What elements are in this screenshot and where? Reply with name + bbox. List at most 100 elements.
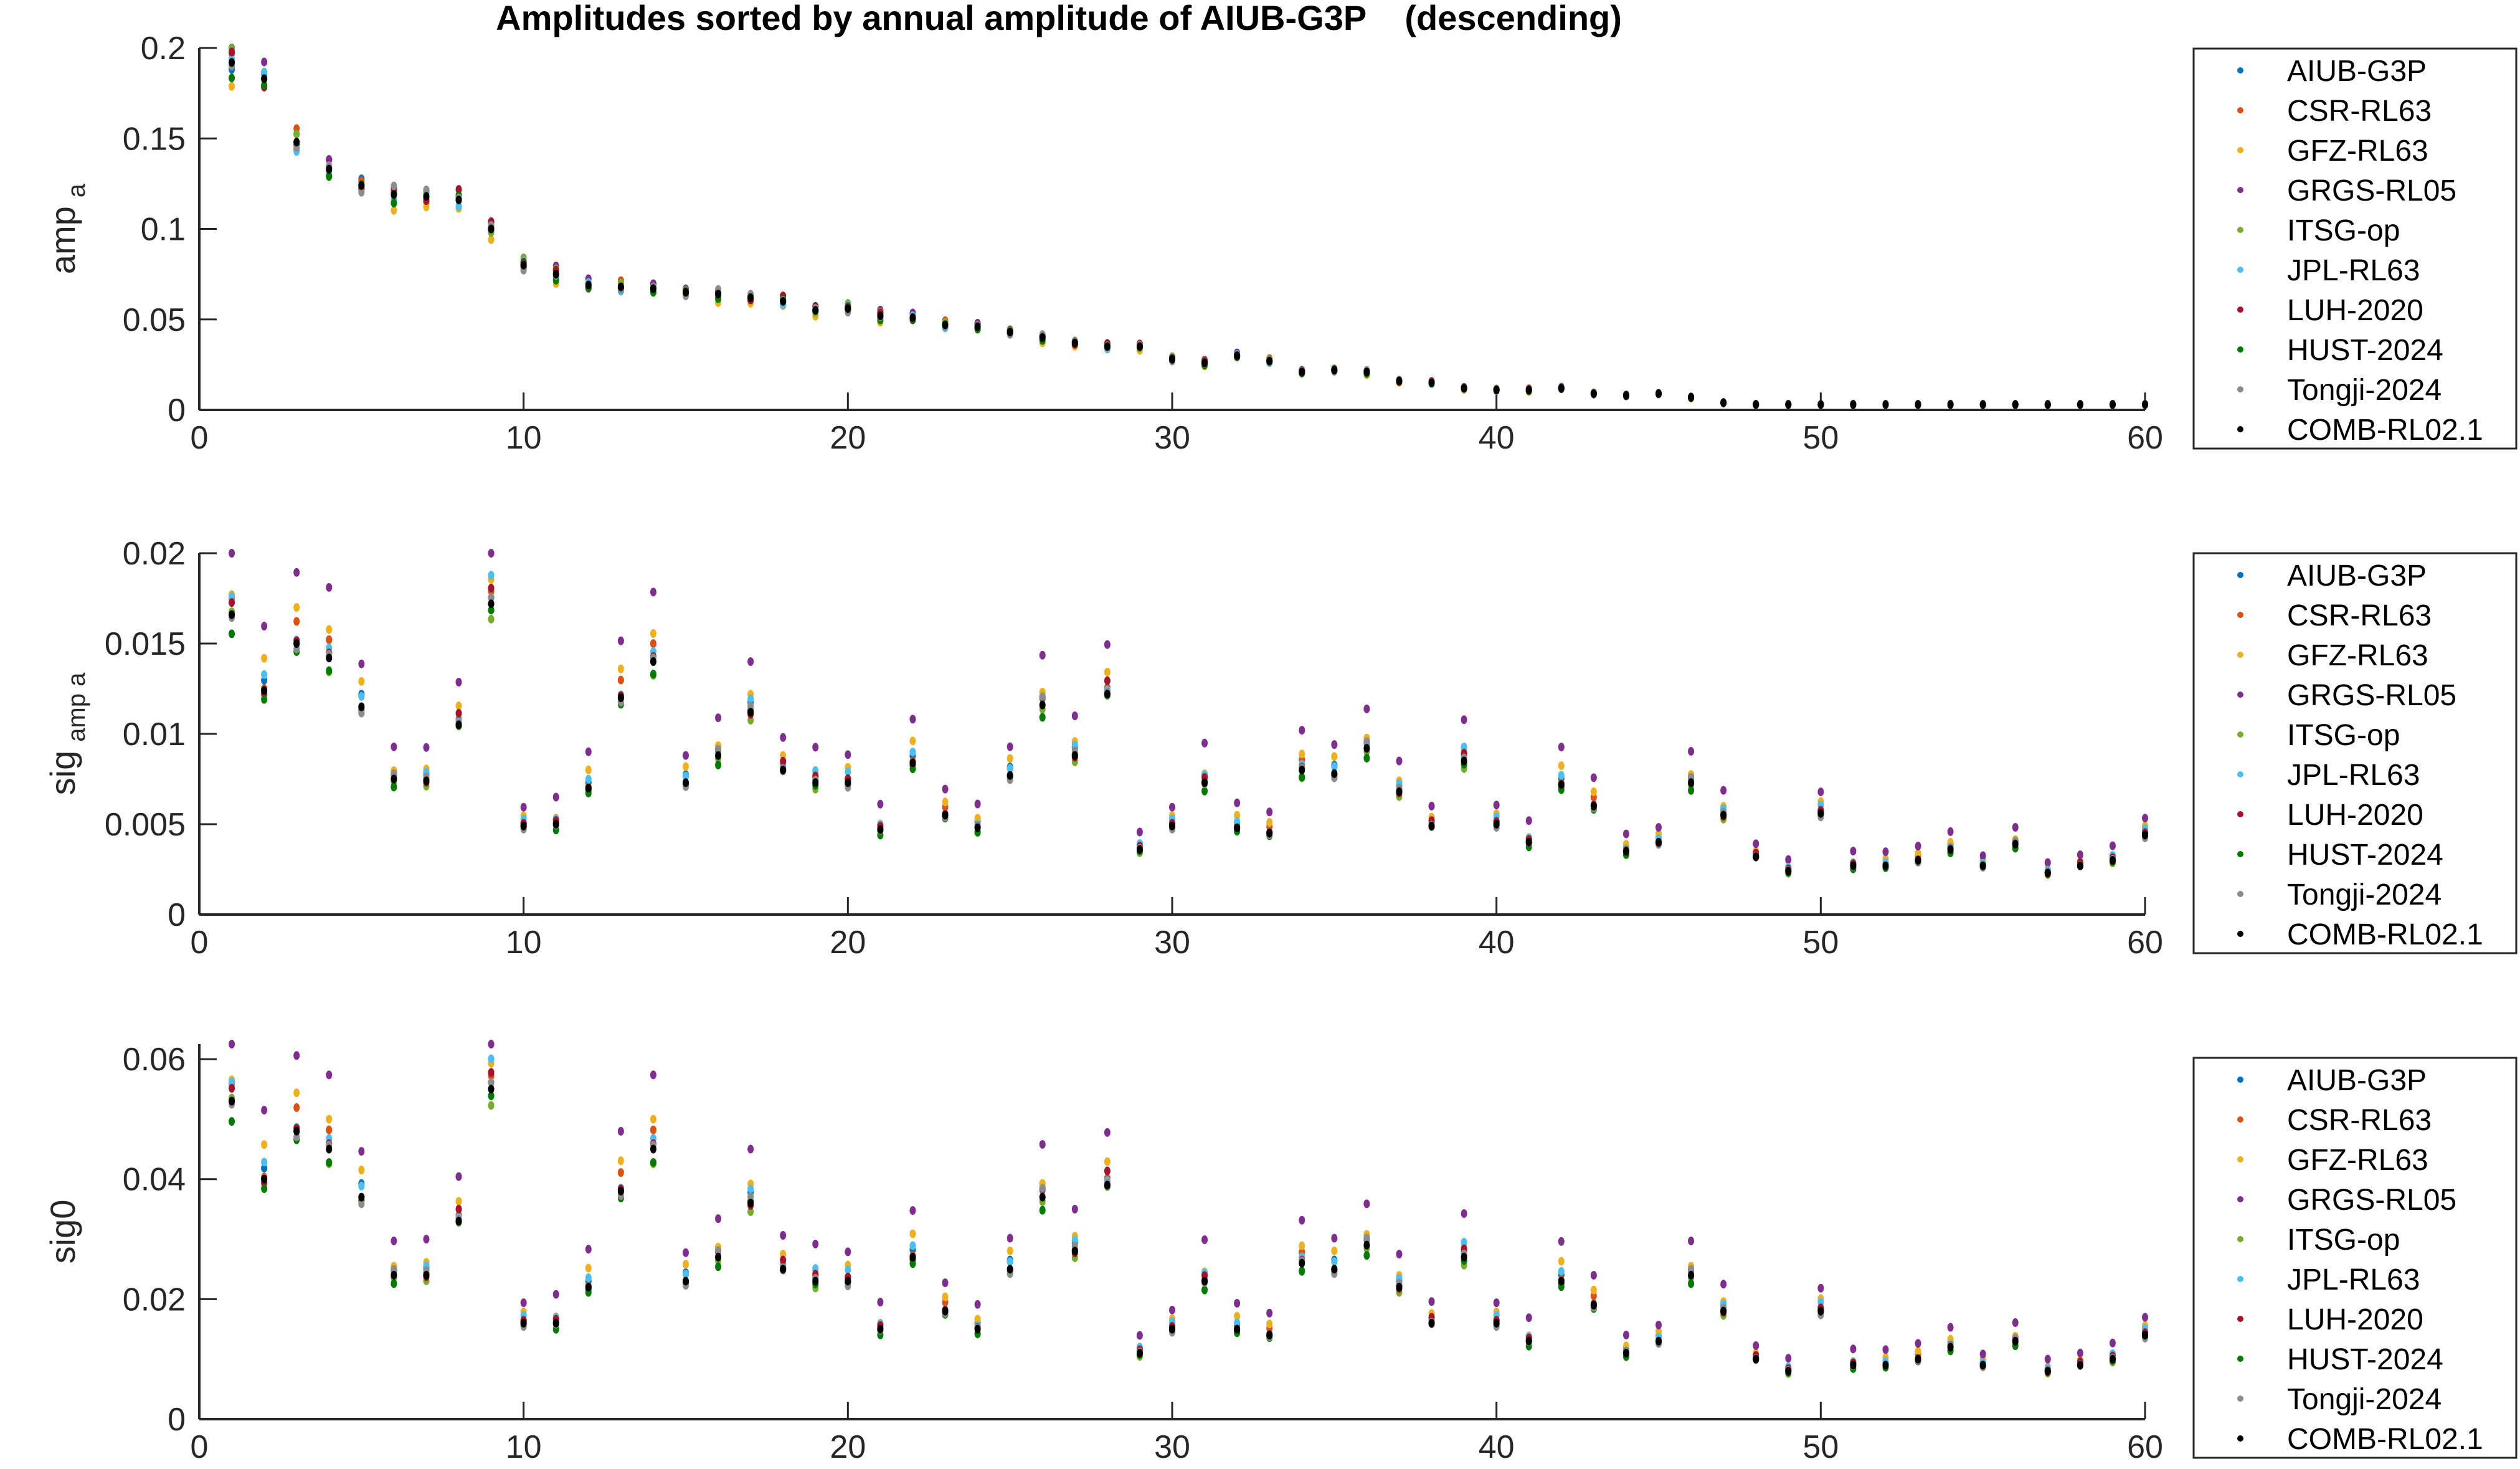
data-point: [326, 164, 333, 174]
data-point: [1525, 838, 1532, 847]
data-point: [1299, 1215, 1305, 1225]
data-point: [391, 774, 397, 784]
data-point: [488, 606, 495, 615]
legend-marker: [2237, 1156, 2243, 1162]
data-point: [650, 1115, 656, 1124]
data-point: [942, 784, 949, 794]
data-point: [1104, 676, 1111, 685]
data-point: [391, 190, 397, 199]
data-point: [1882, 861, 1889, 870]
data-point: [1396, 376, 1403, 386]
data-point: [1299, 1266, 1305, 1275]
data-point: [974, 799, 981, 809]
data-point: [1428, 1318, 1435, 1328]
data-point: [1882, 847, 1889, 857]
data-point: [423, 1270, 430, 1280]
legend-box: [2192, 552, 2518, 954]
data-point: [1104, 1128, 1111, 1137]
data-point: [877, 799, 884, 809]
y-axis-label-main: amp: [43, 206, 82, 274]
legend-marker: [2237, 731, 2243, 738]
data-point: [715, 760, 722, 769]
data-point: [229, 598, 235, 607]
data-point: [1493, 1298, 1500, 1308]
data-point: [617, 693, 624, 702]
legend-label: LUH-2020: [2287, 294, 2423, 327]
data-point: [488, 1101, 495, 1110]
data-point: [423, 202, 430, 212]
legend-label: JPL-RL63: [2287, 759, 2420, 792]
data-point: [650, 1070, 656, 1080]
series-grgs-rl05: [229, 1040, 2148, 1364]
data-point: [1104, 1181, 1111, 1190]
data-point: [1266, 356, 1273, 366]
data-point: [358, 702, 365, 711]
data-point: [455, 1172, 462, 1181]
legend-item: GFZ-RL63: [2237, 1144, 2428, 1177]
legend-marker: [2237, 851, 2243, 857]
data-point: [488, 1078, 495, 1087]
data-point: [747, 701, 754, 711]
x-tick-label: 30: [1154, 1429, 1190, 1465]
y-axis-label: sig0: [43, 1200, 82, 1264]
data-point: [974, 823, 981, 832]
data-point: [1493, 801, 1500, 810]
legend-marker: [2237, 1196, 2243, 1202]
data-point: [1656, 1320, 1662, 1329]
data-point: [1785, 1354, 1792, 1363]
data-point: [1622, 847, 1629, 856]
data-point: [1071, 751, 1078, 760]
data-point: [1234, 351, 1241, 360]
data-point: [1720, 1280, 1727, 1289]
data-point: [1201, 786, 1208, 796]
data-point: [715, 713, 722, 723]
legend-marker: [2237, 147, 2243, 153]
legend-marker: [2237, 1077, 2243, 1083]
data-point: [1299, 773, 1305, 782]
data-point: [845, 778, 851, 787]
data-point: [747, 694, 754, 703]
series-gfz-rl63: [229, 575, 2148, 874]
y-axis-label: sig amp a: [43, 672, 90, 796]
data-point: [358, 1147, 365, 1156]
legend-item: GRGS-RL05: [2237, 679, 2456, 712]
data-point: [326, 625, 333, 634]
data-point: [812, 306, 819, 315]
legend-label: LUH-2020: [2287, 1303, 2423, 1336]
data-point: [877, 1324, 884, 1334]
data-point: [1136, 827, 1143, 837]
data-point: [1817, 400, 1824, 409]
data-point: [293, 138, 300, 147]
data-point: [1979, 851, 1986, 860]
data-point: [683, 1248, 689, 1257]
y-tick-label: 0.04: [123, 1162, 186, 1198]
data-point: [942, 797, 949, 807]
data-point: [1071, 338, 1078, 348]
data-point: [974, 1324, 981, 1334]
legend-item: HUST-2024: [2237, 1343, 2443, 1376]
data-point: [229, 610, 235, 619]
data-point: [2044, 400, 2051, 409]
series-csr-rl63: [229, 1072, 2148, 1376]
data-point: [455, 677, 462, 687]
data-point: [1136, 342, 1143, 351]
legend-box: [2192, 47, 2518, 450]
data-point: [1590, 1270, 1597, 1280]
data-point: [423, 776, 430, 786]
data-point: [909, 1206, 916, 1215]
legend-item: CSR-RL63: [2237, 599, 2432, 632]
legend-marker: [2237, 1236, 2243, 1242]
x-tick-label: 60: [2127, 1429, 2163, 1465]
data-point: [780, 766, 787, 774]
series-hust-2024: [229, 74, 2148, 409]
y-axis-label-subscript: a: [63, 183, 90, 197]
data-point: [261, 622, 268, 631]
data-point: [229, 549, 235, 558]
data-point: [715, 1252, 722, 1262]
data-point: [942, 811, 949, 820]
legend-item: GRGS-RL05: [2237, 1184, 2456, 1217]
data-point: [1363, 1199, 1370, 1209]
data-point: [1428, 821, 1435, 830]
data-point: [1007, 754, 1013, 763]
data-point: [2044, 858, 2051, 867]
